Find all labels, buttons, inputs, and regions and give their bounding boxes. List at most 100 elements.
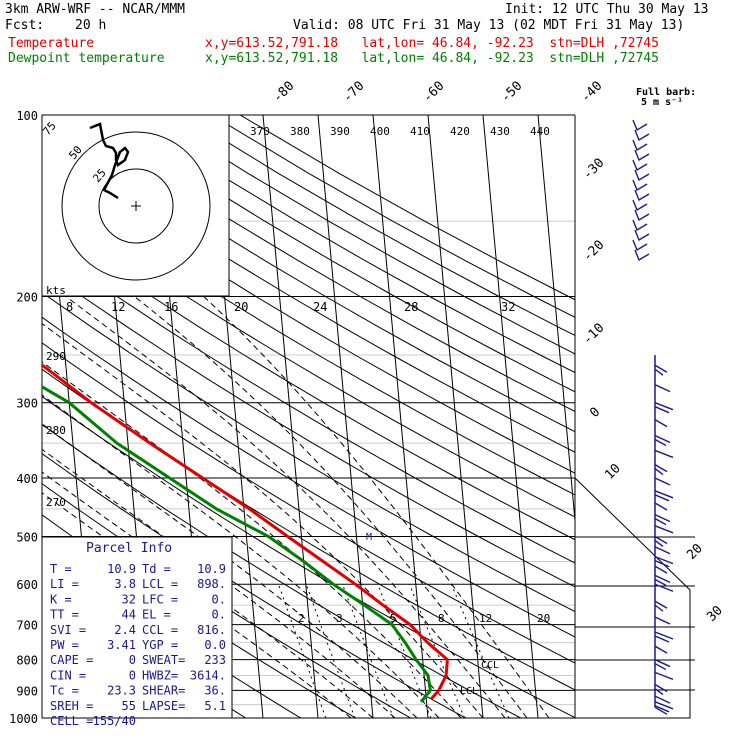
dry-adiabat [42, 155, 575, 474]
wind-barb-upper [634, 129, 650, 142]
parcel-key: HWBZ= [142, 668, 178, 682]
pressure-label: 300 [16, 397, 38, 411]
moist-adiabat [203, 296, 550, 718]
dry-adiabat [42, 342, 575, 664]
dry-adiabat [42, 291, 575, 613]
mixing-ratio-line [305, 584, 356, 718]
theta-label: 430 [490, 125, 510, 138]
isotherm-label: -20 [580, 238, 607, 265]
isotherm-label: -10 [580, 321, 607, 348]
wind-barb-upper [634, 209, 650, 222]
theta-label: 370 [250, 125, 270, 138]
parcel-value: 2.4 [114, 623, 136, 637]
parcel-value: 898. [197, 577, 226, 591]
forecast-label: Fcst: [5, 18, 45, 33]
wind-barb [654, 683, 668, 693]
parcel-value: 0. [212, 592, 226, 606]
wind-scale-value: 5 m s⁻¹ [641, 97, 683, 108]
dry-adiabat [42, 244, 575, 564]
parcel-value: 0. [212, 608, 226, 622]
wind-barb [654, 578, 667, 586]
parcel-info-frame [41, 536, 233, 719]
parcel-info-panel: Parcel Info T = 10.9 Td = 10.9 LI = 3.8 LCL = 8… [41, 536, 233, 728]
parcel-value: 55 [122, 699, 136, 713]
wind-barb-upper [634, 149, 650, 162]
parcel-key: K = [50, 592, 72, 606]
wind-barb [654, 701, 674, 710]
wind-barb-upper [632, 239, 648, 252]
wind-barbs: Full barb: 5 m s⁻¹ [632, 87, 696, 715]
dry-adiabat [42, 316, 575, 638]
parcel-value: 10.9 [197, 562, 226, 576]
ccl-marker: CCL [481, 660, 499, 671]
wind-barb-upper [632, 179, 648, 192]
dry-adiabat [42, 198, 575, 518]
parcel-key: LCL = [142, 577, 178, 591]
level-markers: M CCL LCL [366, 532, 499, 697]
forecast-hour: 20 h [75, 18, 107, 33]
pressure-label: 800 [16, 654, 38, 668]
wind-barb [654, 449, 674, 459]
isobars [41, 114, 695, 719]
wind-barb [654, 631, 674, 640]
dewpoint-legend: Dewpoint temperature [8, 51, 165, 66]
theta-label: 440 [530, 125, 550, 138]
moist-adiabat [42, 394, 440, 718]
parcel-value: 3614. [190, 668, 226, 682]
parcel-key: LFC = [142, 592, 178, 606]
isotherm-line [537, 115, 575, 527]
lcl-marker: LCL [460, 686, 478, 697]
isotherm-label: -30 [580, 156, 607, 183]
frame-lower-extension [42, 477, 691, 719]
wind-barb-upper [634, 229, 650, 242]
parcel-value: 23.3 [107, 684, 136, 698]
parcel-value: 0 [129, 653, 136, 667]
pressure-label: 400 [16, 472, 38, 486]
isotherm-label: -80 [270, 79, 297, 106]
wind-barb [654, 565, 668, 574]
isotherm-line [427, 115, 484, 718]
parcel-key: Tc = [50, 684, 79, 698]
theta-low-label: 290 [46, 350, 66, 363]
isotherm-label: -50 [498, 79, 525, 106]
hodograph-ring-25 [98, 168, 174, 244]
wind-barb [654, 514, 671, 523]
mixing-ratio-low-label: 2 [298, 612, 305, 625]
mixing-ratio-label: 24 [313, 300, 327, 314]
pressure-label: 500 [16, 530, 38, 544]
parcel-key: T = [50, 562, 72, 576]
mixing-ratio-low-label: 20 [537, 612, 550, 625]
model-title: 3km ARW-WRF -- NCAR/MMM [5, 2, 186, 17]
wind-barb [654, 535, 668, 545]
parcel-info-title: Parcel Info [86, 541, 172, 556]
sounding-profiles [42, 363, 449, 703]
parcel-value: 816. [197, 623, 226, 637]
parcel-value: 5.1 [204, 699, 226, 713]
mixing-ratio-low-label: 8 [438, 612, 445, 625]
mixing-ratio-label: 16 [164, 300, 178, 314]
wind-barb [654, 546, 671, 555]
wind-barb [654, 368, 664, 376]
parcel-value: 44 [122, 608, 136, 622]
wind-barb [654, 438, 667, 447]
dry-adiabat [42, 424, 521, 718]
isotherm-line [648, 115, 703, 718]
isotherm-label: 0 [587, 405, 603, 421]
wind-barb-upper [634, 169, 650, 182]
wind-barb [654, 583, 674, 592]
isotherm-line [317, 115, 374, 718]
mixing-ratio-label: 32 [501, 300, 515, 314]
wind-barb [654, 706, 668, 715]
wind-barb [654, 384, 671, 393]
wind-barb [654, 695, 671, 704]
hodograph-units: kts [46, 284, 66, 297]
parcel-key: PW = [50, 638, 79, 652]
wind-barb [654, 406, 670, 414]
dry-adiabat [154, 115, 575, 355]
pressure-label: 1000 [9, 712, 38, 726]
isotherm-line [372, 115, 429, 718]
mixing-ratio-low-label: 12 [479, 612, 492, 625]
dry-adiabat [42, 177, 575, 496]
isotherm-label: 10 [602, 461, 624, 483]
parcel-key: TT = [50, 608, 79, 622]
